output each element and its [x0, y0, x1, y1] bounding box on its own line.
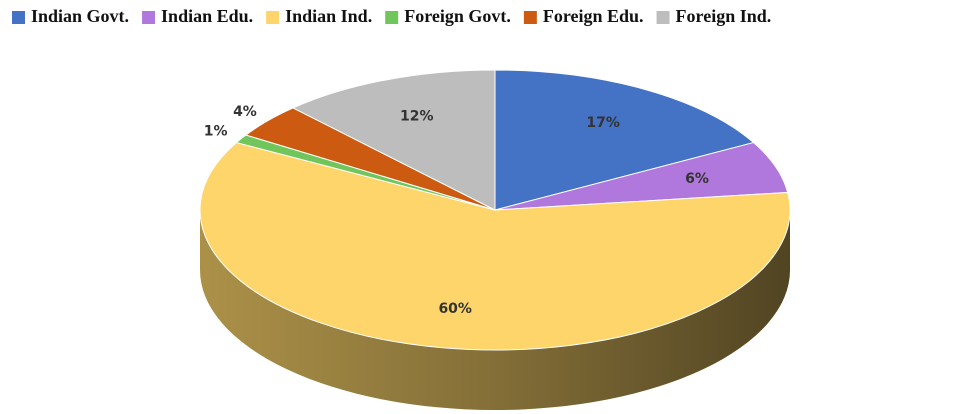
data-label: 6% — [685, 171, 709, 187]
legend-swatch — [656, 11, 670, 24]
legend-label: Indian Edu. — [161, 6, 253, 26]
slice — [291, 69, 496, 211]
slice — [199, 142, 791, 351]
legend-label: Foreign Govt. — [404, 6, 511, 26]
legend-swatch — [523, 11, 537, 24]
data-label: 1% — [204, 124, 228, 140]
data-label: 17% — [586, 115, 620, 131]
legend-label: Indian Ind. — [285, 6, 372, 26]
legend: Indian Govt. Indian Edu. Indian Ind. Foreig… — [12, 6, 771, 26]
legend-label: Indian Govt. — [31, 6, 129, 26]
pie-sides — [200, 210, 790, 410]
side-shading — [200, 210, 790, 410]
legend-label: Foreign Ind. — [676, 6, 772, 26]
legend-swatch — [12, 11, 25, 24]
legend-swatch — [385, 11, 399, 24]
pie-top — [199, 69, 791, 351]
legend-swatch — [266, 11, 280, 24]
data-label: 12% — [400, 108, 434, 124]
legend-label: Foreign Edu. — [543, 6, 644, 26]
slice — [494, 69, 755, 211]
data-label: 4% — [233, 104, 257, 120]
data-labels: 17% 6% 60% 1% 4% 12% — [204, 104, 709, 317]
data-label: 60% — [438, 301, 472, 317]
legend-swatch — [142, 11, 156, 24]
